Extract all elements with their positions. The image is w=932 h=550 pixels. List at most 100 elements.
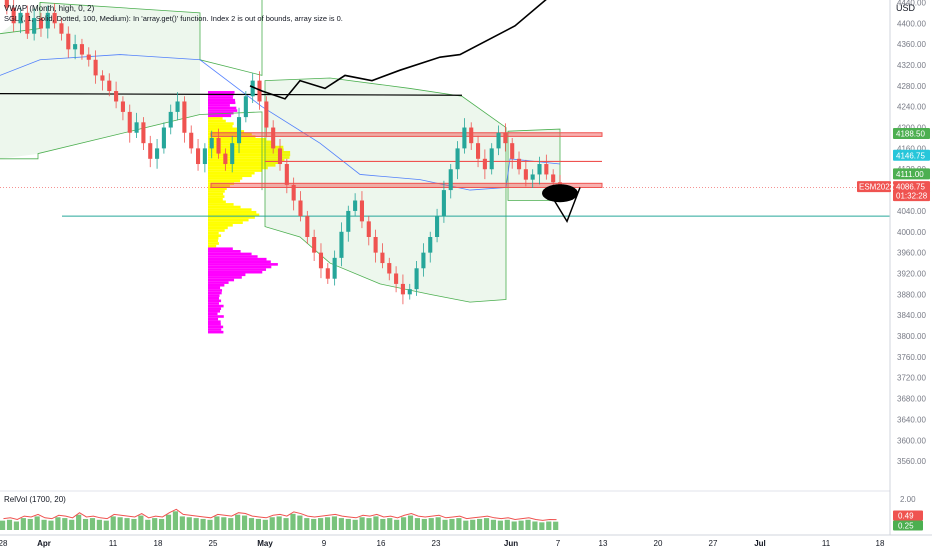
relvol-bar bbox=[290, 514, 295, 530]
profile-bar bbox=[208, 169, 262, 172]
candle-body bbox=[312, 237, 316, 253]
relvol-bar bbox=[394, 520, 399, 530]
candle-body bbox=[326, 268, 330, 278]
candle-body bbox=[476, 143, 480, 159]
symbol-tag-text: ESM2022 bbox=[859, 183, 895, 192]
candle-body bbox=[237, 117, 241, 143]
price-tick-label: 3840.00 bbox=[897, 311, 926, 320]
profile-bar bbox=[208, 263, 278, 266]
profile-bar bbox=[208, 172, 255, 175]
candle-body bbox=[380, 253, 384, 263]
price-tag-text: 4111.00 bbox=[896, 170, 924, 179]
relvol-bar bbox=[138, 516, 143, 530]
profile-bar bbox=[208, 120, 226, 123]
candle-body bbox=[135, 122, 139, 132]
relvol-bar bbox=[546, 522, 551, 531]
relvol-bar bbox=[249, 518, 254, 530]
relvol-bar bbox=[353, 520, 358, 530]
candle-body bbox=[305, 216, 309, 237]
price-tick-label: 3720.00 bbox=[897, 374, 926, 383]
relvol-bar bbox=[200, 519, 205, 530]
time-tick-label: 13 bbox=[599, 539, 608, 548]
profile-bar bbox=[208, 284, 224, 287]
sgl-legend[interactable]: SGL (, 1, Solid, Dotted, 100, Medium): I… bbox=[4, 14, 343, 23]
relvol-bar bbox=[360, 517, 365, 530]
profile-bar bbox=[208, 331, 223, 334]
relvol-bar bbox=[380, 519, 385, 530]
relvol-bar bbox=[304, 518, 309, 530]
price-tick-label: 4320.00 bbox=[897, 61, 926, 70]
profile-bar bbox=[208, 229, 225, 232]
relvol-bar bbox=[62, 518, 67, 530]
relvol-bar bbox=[373, 516, 378, 530]
relvol-tag-text: 0.49 bbox=[898, 512, 914, 521]
candle-body bbox=[524, 169, 528, 179]
candle-body bbox=[169, 112, 173, 128]
candle-body bbox=[182, 101, 186, 132]
time-axis[interactable]: 28 Apr 11 18 25 May 9 16 23 Jun 7 13 20 27 Jul 11 18 bbox=[0, 539, 885, 548]
vwap-legend[interactable]: VWAP (Month, high, 0, 2) bbox=[4, 4, 95, 13]
price-tag-text: 4188.50 bbox=[896, 130, 925, 139]
profile-bar bbox=[208, 281, 229, 284]
time-tick-label: 25 bbox=[209, 539, 218, 548]
relvol-bar bbox=[90, 518, 95, 530]
profile-bar bbox=[208, 268, 266, 271]
relvol-bar bbox=[408, 516, 413, 530]
profile-bar bbox=[208, 292, 222, 295]
relvol-bar bbox=[311, 519, 316, 530]
time-tick-label: 27 bbox=[709, 539, 718, 548]
relvol-bar bbox=[484, 518, 489, 530]
candle-body bbox=[189, 133, 193, 149]
candle-body bbox=[100, 75, 104, 80]
candle-body bbox=[360, 201, 364, 222]
candle-body bbox=[339, 232, 343, 258]
relvol-legend[interactable]: RelVol (1700, 20) bbox=[4, 495, 66, 504]
profile-bar bbox=[208, 117, 223, 120]
time-tick-label: 7 bbox=[556, 539, 561, 548]
profile-bar bbox=[208, 305, 224, 308]
relvol-bar bbox=[242, 516, 247, 530]
profile-bar bbox=[208, 245, 216, 248]
candle-body bbox=[66, 34, 70, 50]
profile-bar bbox=[208, 107, 236, 110]
candle-body bbox=[442, 190, 446, 216]
relvol-bar bbox=[0, 521, 5, 530]
candle-body bbox=[517, 159, 521, 169]
relvol-bar bbox=[131, 519, 136, 530]
profile-bar bbox=[208, 234, 221, 237]
profile-bar bbox=[208, 250, 241, 253]
relvol-bar bbox=[104, 521, 109, 530]
candle-body bbox=[367, 221, 371, 237]
candle-body bbox=[210, 138, 214, 148]
time-tick-label: 23 bbox=[432, 539, 441, 548]
candle-body bbox=[449, 169, 453, 190]
profile-bar bbox=[208, 247, 233, 250]
candle-body bbox=[421, 253, 425, 269]
relvol-bar bbox=[35, 516, 40, 530]
candle-body bbox=[510, 143, 514, 159]
relvol-bar bbox=[366, 518, 371, 530]
profile-bar bbox=[208, 201, 226, 204]
profile-bar bbox=[208, 260, 271, 263]
relvol-bar bbox=[318, 518, 323, 530]
profile-bar bbox=[208, 273, 245, 276]
profile-bar bbox=[208, 300, 221, 303]
profile-bar bbox=[208, 128, 238, 131]
profile-bar bbox=[208, 227, 228, 230]
profile-bar bbox=[208, 190, 225, 193]
price-axis[interactable]: 4440.00 4400.00 4360.00 4320.00 4280.00 4240.… bbox=[897, 0, 926, 521]
relvol-bar bbox=[214, 516, 219, 530]
candle-body bbox=[346, 211, 350, 232]
candle-body bbox=[394, 273, 398, 283]
time-tick-label: 20 bbox=[654, 539, 663, 548]
candle-body bbox=[483, 159, 487, 169]
relvol-bar bbox=[463, 521, 468, 530]
profile-bar bbox=[208, 224, 233, 227]
relvol-bar bbox=[415, 518, 420, 530]
relvol-bar bbox=[519, 521, 524, 530]
candle-body bbox=[264, 101, 268, 127]
relvol-bar bbox=[297, 516, 302, 530]
profile-bar bbox=[208, 208, 252, 211]
time-tick-label: 9 bbox=[322, 539, 327, 548]
